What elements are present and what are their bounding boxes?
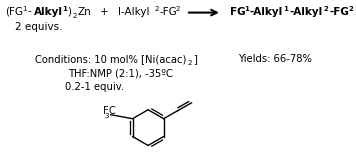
Text: 1: 1: [23, 6, 27, 12]
Text: 2: 2: [188, 60, 192, 66]
Text: -FG: -FG: [159, 7, 177, 17]
Text: -: -: [27, 7, 31, 17]
Text: Zn: Zn: [77, 7, 91, 17]
Text: F: F: [103, 106, 109, 116]
Text: (FG: (FG: [5, 7, 23, 17]
Text: -FG: -FG: [329, 7, 349, 17]
Text: 0.2-1 equiv.: 0.2-1 equiv.: [66, 82, 125, 92]
Text: C: C: [109, 106, 115, 116]
Text: 2 equivs.: 2 equivs.: [15, 22, 62, 32]
Text: Yields: 66-78%: Yields: 66-78%: [238, 54, 312, 64]
Text: ]: ]: [193, 54, 197, 64]
Text: I-Alkyl: I-Alkyl: [118, 7, 150, 17]
Text: 2: 2: [176, 6, 180, 12]
Text: -Alkyl: -Alkyl: [289, 7, 323, 17]
Text: 1: 1: [284, 6, 288, 12]
Text: 2: 2: [154, 6, 158, 12]
Text: Conditions: 10 mol% [Ni(acac): Conditions: 10 mol% [Ni(acac): [35, 54, 186, 64]
Text: -Alkyl: -Alkyl: [250, 7, 283, 17]
Text: Alkyl: Alkyl: [33, 7, 63, 17]
Text: FG: FG: [230, 7, 245, 17]
Text: 1: 1: [244, 6, 248, 12]
Text: +: +: [100, 7, 109, 17]
Text: 1: 1: [62, 6, 67, 12]
Text: 2: 2: [348, 6, 353, 12]
Text: 3: 3: [104, 113, 109, 119]
Text: 2: 2: [72, 13, 77, 19]
Text: 2: 2: [324, 6, 328, 12]
Text: ): ): [67, 7, 72, 17]
Text: THF:NMP (2:1), -35ºC: THF:NMP (2:1), -35ºC: [68, 68, 173, 78]
